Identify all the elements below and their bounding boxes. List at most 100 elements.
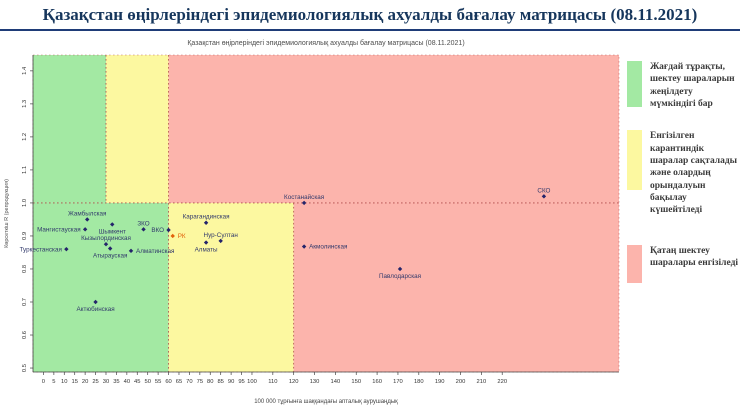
point-label: Павлодарская (379, 273, 421, 280)
scatter-point (203, 240, 209, 245)
legend-label-strict: Қатаң шектеу шаралары енгізіледі (650, 245, 739, 269)
y-tick-label: 1.0 (22, 199, 28, 207)
scatter-point (203, 220, 209, 225)
x-tick-label: 170 (393, 379, 403, 385)
scatter-point (64, 246, 69, 252)
scatter-point (107, 246, 113, 251)
scatter-point (141, 227, 146, 232)
legend-swatch-yellow (627, 130, 642, 191)
x-tick-label: 160 (372, 379, 382, 385)
x-tick-label: 200 (456, 379, 466, 385)
x-tick-label: 140 (331, 379, 341, 385)
x-tick-label: 150 (351, 379, 361, 385)
y-tick-label: 0.8 (22, 265, 28, 273)
x-tick-label: 30 (103, 379, 109, 385)
point-label: РК (178, 233, 186, 240)
y-axis-label: Көрсеткіш R (репродукция) (4, 179, 10, 248)
x-tick-label: 190 (435, 379, 445, 385)
x-tick-label: 25 (92, 379, 98, 385)
x-tick-label: 70 (186, 379, 192, 385)
legend-swatch-green (627, 61, 642, 107)
scatter-point (110, 222, 115, 227)
legend-label-stable: Жағдай тұрақты, шектеу шараларын жеңілде… (650, 62, 735, 110)
x-axis-label: 100 000 тұрғынға шаққандағы апталық ауру… (254, 399, 398, 405)
x-tick-label: 35 (113, 379, 119, 385)
scatter-point (541, 194, 547, 199)
scatter-point (85, 217, 90, 222)
legend-swatch-red (627, 244, 642, 283)
scatter-point (397, 266, 403, 272)
point-label: ВКО (151, 227, 164, 234)
point-label: Кызылординская (81, 235, 131, 242)
point-label: Актюбинская (76, 305, 114, 313)
legend-label-quarantine: Енгізілген карантиндік шаралар сақталады… (650, 131, 738, 216)
x-tick-label: 120 (289, 379, 299, 385)
zone-red (293, 202, 619, 372)
x-tick-label: 80 (207, 379, 213, 385)
x-tick-label: 10 (61, 379, 67, 385)
x-tick-label: 130 (310, 379, 320, 385)
matrix-chart: 0 5 10 15 20 25 30 35 40 45 50 55 60 65 70 75 80 85 90 95 10… (0, 31, 740, 414)
x-tick-label: 40 (124, 379, 130, 385)
point-label: Костанайская (284, 193, 324, 201)
x-tick-label: 15 (71, 379, 77, 385)
point-label: Акмолинская (309, 244, 347, 251)
scatter-point (103, 242, 109, 247)
point-label: Карагандинская (183, 214, 230, 221)
point-label: Алматы (195, 247, 218, 254)
x-tick-label: 5 (52, 379, 55, 385)
x-tick-label: 20 (82, 379, 88, 385)
scatter-point (301, 244, 307, 249)
y-tick-label: 0.6 (22, 331, 28, 339)
y-tick-label: 0.5 (22, 364, 28, 372)
legend: Жағдай тұрақты, шектеу шараларын жеңілде… (627, 61, 739, 283)
x-tick-label: 180 (414, 379, 424, 385)
zone-yellow (168, 202, 294, 372)
x-tick-label: 85 (217, 379, 223, 385)
point-label: Атырауская (93, 253, 127, 260)
x-tick-label: 50 (144, 379, 150, 385)
x-tick-label: 220 (497, 379, 507, 385)
x-tick-label: 210 (477, 379, 487, 385)
y-tick-label: 1.1 (22, 166, 28, 174)
chart-title: Қазақстан өңірлеріндегі эпидемиологиялық… (187, 39, 464, 47)
page-header: Қазақстан өңірлеріндегі эпидемиологиялық… (0, 0, 740, 31)
x-tick-label: 55 (155, 379, 161, 385)
point-label: Алматинская (136, 248, 174, 255)
zone-yellow (105, 55, 169, 203)
point-label: СКО (537, 187, 550, 194)
y-tick-label: 1.2 (22, 133, 28, 141)
x-tick-label: 75 (197, 379, 203, 385)
point-label: Нур-Султан (204, 232, 239, 239)
y-tick-label: 1.4 (22, 66, 28, 75)
x-tick-label: 45 (134, 379, 140, 385)
y-tick-label: 0.7 (22, 298, 28, 306)
y-tick-label: 1.3 (22, 100, 28, 108)
scatter-point (218, 238, 223, 244)
scatter-plot: 0 5 10 15 20 25 30 35 40 45 50 55 60 65 70 75 80 85 90 95 10… (4, 39, 620, 405)
x-tick-label: 100 (247, 379, 257, 385)
point-label: ЗКО (137, 220, 149, 227)
scatter-point (93, 299, 98, 305)
x-tick-label: 90 (228, 379, 234, 385)
point-label: Жамбылская (68, 209, 106, 217)
point-label: Туркестанская (20, 246, 62, 253)
scatter-point (82, 227, 88, 232)
zone-red (168, 55, 619, 203)
x-tick-label: 110 (268, 379, 277, 385)
page-title: Қазақстан өңірлеріндегі эпидемиологиялық… (42, 5, 698, 24)
scatter-point (301, 200, 307, 206)
point-label: Шымкент (99, 228, 126, 235)
zone-green (33, 55, 106, 203)
legend-item-strict: Қатаң шектеу шаралары енгізіледі (627, 244, 739, 283)
x-tick-label: 60 (165, 379, 171, 385)
x-tick-label: 0 (42, 379, 45, 385)
y-tick-label: 0.9 (22, 232, 28, 240)
legend-item-quarantine: Енгізілген карантиндік шаралар сақталады… (627, 130, 739, 216)
legend-item-stable: Жағдай тұрақты, шектеу шараларын жеңілде… (627, 61, 739, 110)
scatter-point (170, 233, 175, 239)
scatter-point (166, 227, 171, 233)
zone-green (33, 202, 169, 372)
x-tick-label: 95 (238, 379, 244, 385)
